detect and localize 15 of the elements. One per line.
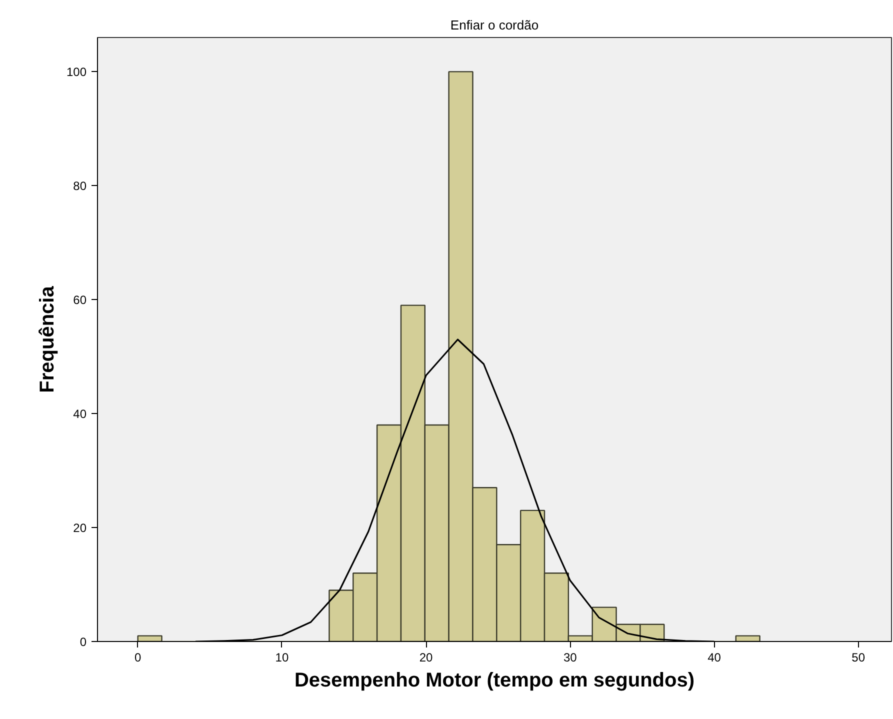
- y-tick-label: 60: [73, 293, 87, 308]
- x-tick-label: 40: [708, 650, 722, 664]
- x-tick-label: 20: [419, 650, 434, 664]
- y-tick-label: 0: [80, 635, 87, 649]
- y-tick-label: 40: [73, 407, 87, 422]
- y-tick-label: 100: [66, 65, 87, 80]
- x-axis-title: Desempenho Motor (tempo em segundos): [294, 670, 695, 692]
- x-tick-label: 30: [563, 650, 578, 664]
- chart-title: Enfiar o cordão: [450, 18, 539, 32]
- x-tick-label: 0: [134, 650, 142, 664]
- y-axis-title: Frequência: [36, 285, 58, 393]
- x-tick-label: 10: [275, 650, 289, 664]
- y-tick-label: 20: [73, 521, 87, 536]
- x-tick-label: 50: [852, 650, 866, 664]
- y-tick-label: 80: [73, 179, 87, 194]
